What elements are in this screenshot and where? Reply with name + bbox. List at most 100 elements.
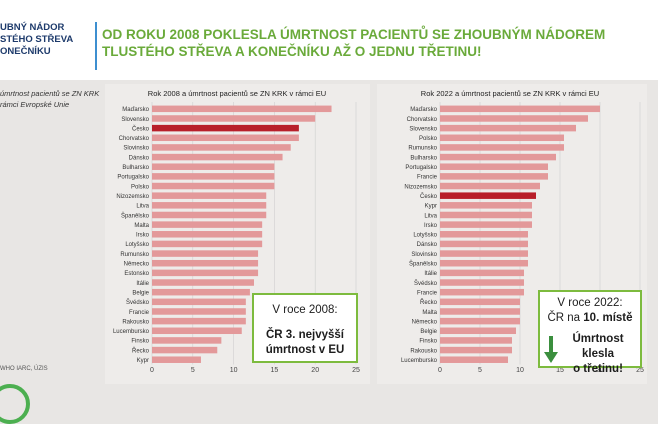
chart-2008-category-label: Dánsko bbox=[129, 155, 150, 161]
chart-2008-bar bbox=[152, 105, 332, 113]
chart-2022-bar bbox=[440, 327, 516, 335]
chart-2022-category-label: Dánsko bbox=[417, 242, 438, 248]
chart-2022-category-label: Rumunsko bbox=[408, 146, 437, 152]
chart-2008-category-label: Rumunsko bbox=[120, 252, 149, 258]
chart-2022-category-label: Chorvatsko bbox=[407, 117, 438, 123]
chart-2008-bar bbox=[152, 211, 267, 219]
chart-2008-xtick: 15 bbox=[271, 367, 279, 374]
chart-2008-bar bbox=[152, 288, 250, 296]
chart-2008-category-label: Litva bbox=[136, 204, 149, 210]
chart-2022-bar bbox=[440, 231, 528, 238]
chart-2008-category-label: Lotyšsko bbox=[125, 242, 149, 248]
chart-2008-category-label: Lucembursko bbox=[113, 329, 150, 335]
chart-2022-xtick: 20 bbox=[596, 367, 604, 374]
chart-2022-bar bbox=[440, 192, 536, 199]
chart-2022-category-label: Česko bbox=[420, 193, 438, 200]
chart-2008-category-label: Estonsko bbox=[124, 271, 149, 277]
chart-2022-bar bbox=[440, 250, 528, 257]
chart-2008-bar bbox=[152, 202, 267, 209]
chart-2008-category-label: Portugalsko bbox=[117, 175, 149, 181]
chart-2022-category-label: Slovensko bbox=[409, 126, 437, 132]
chart-2008-category-label: Řecko bbox=[132, 346, 150, 354]
callout-2008-text: úmrtnost v EU bbox=[265, 344, 345, 356]
chart-2008-bar bbox=[152, 173, 275, 180]
chart-2022-xtick: 5 bbox=[478, 367, 482, 374]
chart-2022-category-label: Německo bbox=[412, 319, 438, 325]
callout-2008: V roce 2008: ČR 3. nejvyšší úmrtnost v E… bbox=[252, 293, 358, 363]
chart-2008-bar bbox=[152, 308, 246, 315]
chart-2022-category-label: Rakousko bbox=[410, 348, 437, 354]
chart-2022-bar bbox=[440, 105, 600, 113]
chart-2008-xtick: 0 bbox=[150, 367, 154, 374]
chart-2008-bar bbox=[152, 346, 218, 354]
down-arrow-icon bbox=[544, 336, 558, 363]
chart-2008-bar bbox=[152, 327, 242, 335]
chart-2022-bar bbox=[440, 182, 540, 190]
header-divider bbox=[95, 22, 97, 70]
chart-2022-bar bbox=[440, 221, 532, 228]
header: UBNÝ NÁDOR STÉHO STŘEVA ONEČNÍKU OD ROKU… bbox=[0, 0, 658, 80]
chart-2008-category-label: Španělsko bbox=[121, 212, 150, 219]
chart-2008-bar bbox=[152, 182, 275, 190]
chart-2008-xtick: 5 bbox=[191, 367, 195, 374]
callout-2022: V roce 2022: ČR na 10. místě Úmrtnost kl… bbox=[538, 290, 642, 375]
chart-2008-bar bbox=[152, 124, 299, 132]
chart-2022-bar bbox=[440, 356, 508, 363]
chart-2022-xtick: 15 bbox=[556, 367, 564, 374]
chart-2022-category-label: Maďarsko bbox=[410, 107, 437, 113]
chart-2022-category-label: Švédsko bbox=[414, 280, 438, 287]
chart-2008-title: Rok 2008 a úmrtnost pacientů se ZN KRK v… bbox=[148, 89, 326, 98]
chart-2008-bar bbox=[152, 298, 246, 306]
chart-2008-xtick: 10 bbox=[230, 367, 238, 374]
chart-2008-category-label: Slovensko bbox=[121, 117, 149, 123]
chart-2008-category-label: Nizozemsko bbox=[116, 194, 149, 200]
chart-2022-bar bbox=[440, 211, 532, 219]
chart-2022-bar bbox=[440, 124, 576, 132]
chart-2022-xtick: 0 bbox=[438, 367, 442, 374]
callout-2022-text1: Úmrtnost klesla bbox=[572, 333, 624, 360]
chart-2022-bar bbox=[440, 269, 524, 277]
chart-2008-xtick: 20 bbox=[311, 367, 319, 374]
chart-2008-category-label: Bulharsko bbox=[122, 165, 149, 171]
chart-2008-category-label: Slovinsko bbox=[123, 146, 149, 152]
chart-2022-bar bbox=[440, 298, 520, 306]
callout-2022-text2: o třetinu! bbox=[573, 363, 623, 375]
callout-2022-rank-bold: 10. místě bbox=[583, 312, 633, 324]
left-note: úmrtnost pacientů se ZN KRK rámci Evrops… bbox=[0, 89, 100, 109]
chart-2022-bar bbox=[440, 115, 588, 122]
chart-2008-bar bbox=[152, 153, 283, 161]
chart-2022-bar bbox=[440, 144, 564, 151]
chart-2008-bar bbox=[152, 269, 259, 277]
chart-2022-xtick: 10 bbox=[516, 367, 524, 374]
chart-2022-category-label: Francie bbox=[417, 290, 438, 296]
chart-2008-bar bbox=[152, 240, 263, 248]
chart-2008-category-label: Francie bbox=[129, 310, 150, 316]
page-title: OD ROKU 2008 POKLESLA ÚMRTNOST PACIENTŮ … bbox=[102, 27, 606, 59]
chart-2022-category-label: Itálie bbox=[424, 271, 437, 277]
chart-2022-category-label: Irsko bbox=[424, 223, 438, 229]
charts-canvas: Rok 2008 a úmrtnost pacientů se ZN KRK v… bbox=[112, 89, 644, 374]
chart-2022-bar bbox=[440, 279, 524, 286]
chart-2008-bar bbox=[152, 279, 254, 286]
chart-2022-bar bbox=[440, 288, 524, 296]
chart-2008-bar bbox=[152, 192, 267, 199]
callout-2022-rank: ČR na 10. místě bbox=[540, 311, 640, 326]
chart-2022-bar bbox=[440, 337, 512, 344]
chart-2022-category-label: Finsko bbox=[419, 339, 437, 345]
callout-2008-year: V roce 2008: bbox=[272, 304, 338, 316]
chart-2022-category-label: Belgie bbox=[420, 329, 437, 335]
chart-2008-category-label: Kypr bbox=[137, 358, 149, 364]
chart-2008-bar bbox=[152, 134, 299, 142]
chart-2022-bar bbox=[440, 346, 512, 354]
chart-2022-bar bbox=[440, 153, 556, 161]
chart-2022-bar bbox=[440, 134, 564, 142]
chart-2022-category-label: Kypr bbox=[425, 204, 437, 210]
chart-2022-category-label: Malta bbox=[422, 310, 437, 316]
chart-2022-bar bbox=[440, 308, 520, 315]
chart-2008-category-label: Finsko bbox=[131, 339, 149, 345]
chart-2008-bar bbox=[152, 115, 316, 122]
chart-2008-bar bbox=[152, 317, 246, 325]
chart-2022-category-label: Francie bbox=[417, 175, 438, 181]
chart-2022-category-label: Lucembursko bbox=[401, 358, 438, 364]
chart-2008-bar bbox=[152, 259, 259, 267]
